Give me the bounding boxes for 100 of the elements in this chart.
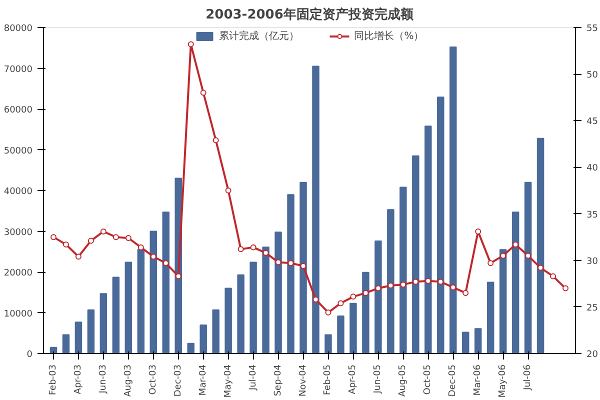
point: [525, 252, 532, 259]
point: [100, 228, 106, 234]
point: [338, 300, 344, 306]
y2-tick-label: 45: [586, 117, 598, 128]
point: [538, 264, 544, 271]
bar: [400, 186, 407, 354]
point: [562, 285, 569, 292]
point: [288, 260, 294, 266]
bar: [87, 309, 95, 354]
x-tick-label: May-06: [498, 364, 508, 398]
bar: [200, 324, 207, 354]
bar: [124, 262, 132, 354]
bar: [212, 309, 220, 354]
point: [412, 278, 419, 285]
point: [488, 260, 494, 266]
bar: [250, 262, 257, 354]
x-tick-label: Aug-03: [123, 364, 134, 397]
legend-label: 累计完成（亿元）: [219, 30, 300, 43]
y-tick-label: 80000: [4, 24, 33, 34]
x-tick-label: Sep-04: [273, 364, 284, 396]
y-tick-label: 20000: [4, 268, 33, 278]
x-tick-label: Jun-05: [373, 364, 384, 394]
x-tick-label: Mar-06: [473, 364, 484, 396]
point: [150, 254, 156, 260]
point: [125, 235, 132, 241]
point: [162, 260, 169, 266]
bar: [462, 332, 470, 354]
point: [550, 273, 556, 280]
y-tick-label: 50000: [4, 146, 33, 156]
bar: [474, 328, 482, 354]
point: [362, 290, 369, 296]
y-tick-label: 70000: [4, 64, 33, 75]
point: [375, 285, 382, 292]
bar: [312, 66, 320, 354]
y-tick-label: 0: [26, 350, 33, 360]
point: [175, 273, 182, 280]
bar: [237, 274, 244, 354]
point: [325, 310, 332, 316]
x-tick-label: Dec-03: [173, 364, 184, 397]
point: [475, 228, 482, 234]
y-tick-label: 60000: [4, 106, 33, 116]
bar: [374, 240, 382, 354]
point: [88, 238, 94, 244]
x-tick-label: May-04: [223, 364, 234, 398]
point: [50, 234, 56, 240]
point: [75, 254, 82, 260]
x-tick-label: Feb-03: [48, 364, 58, 396]
bar: [100, 293, 108, 354]
bar: [424, 126, 432, 354]
bar: [112, 276, 120, 354]
y2-tick-label: 20: [586, 350, 598, 360]
point: [200, 90, 206, 96]
y-tick-label: 10000: [4, 309, 33, 320]
x-tick-label: Aug-05: [398, 364, 408, 397]
bar: [499, 249, 507, 354]
point: [350, 294, 356, 300]
bar: [162, 212, 170, 354]
point: [500, 252, 506, 259]
bar: [512, 212, 520, 354]
x-tick-label: Apr-03: [73, 364, 84, 394]
bar: [524, 182, 532, 354]
y-tick-label: 40000: [4, 187, 33, 197]
y-tick-label: 30000: [4, 228, 33, 238]
point: [512, 242, 519, 248]
bar: [449, 46, 457, 354]
point: [62, 242, 69, 248]
point: [462, 290, 469, 296]
bar: [74, 322, 82, 354]
x-tick-label: Apr-05: [348, 364, 358, 394]
bar: [324, 334, 332, 354]
x-tick-label: Jun-03: [98, 364, 108, 394]
bar: [262, 246, 270, 354]
x-tick-label: Feb-05: [323, 364, 334, 396]
x-tick-label: Oct-03: [148, 364, 158, 395]
bar: [387, 209, 394, 354]
point: [425, 278, 432, 284]
y2-tick-label: 30: [586, 256, 598, 267]
bar: [362, 272, 370, 354]
y2-tick-label: 50: [586, 70, 598, 81]
y2-tick-label: 25: [586, 303, 598, 314]
point: [138, 244, 144, 250]
bar: [437, 96, 444, 354]
point: [450, 284, 456, 290]
bar: [300, 182, 307, 354]
point: [312, 296, 319, 302]
bar: [224, 288, 232, 354]
x-tick-label: Oct-05: [423, 364, 434, 395]
chart-title: 2003-2006年固定资产投资完成额: [206, 6, 414, 22]
legend-label: 同比增长（%）: [354, 30, 424, 43]
bar: [337, 316, 344, 354]
bar: [486, 282, 494, 354]
bar: [187, 342, 194, 354]
point: [112, 234, 119, 240]
point: [188, 41, 194, 48]
point: [238, 246, 244, 252]
point: [400, 282, 406, 288]
x-tick-label: Jul-04: [248, 364, 258, 392]
bar: [137, 249, 145, 354]
point: [212, 137, 219, 144]
y2-tick-label: 55: [586, 24, 598, 34]
